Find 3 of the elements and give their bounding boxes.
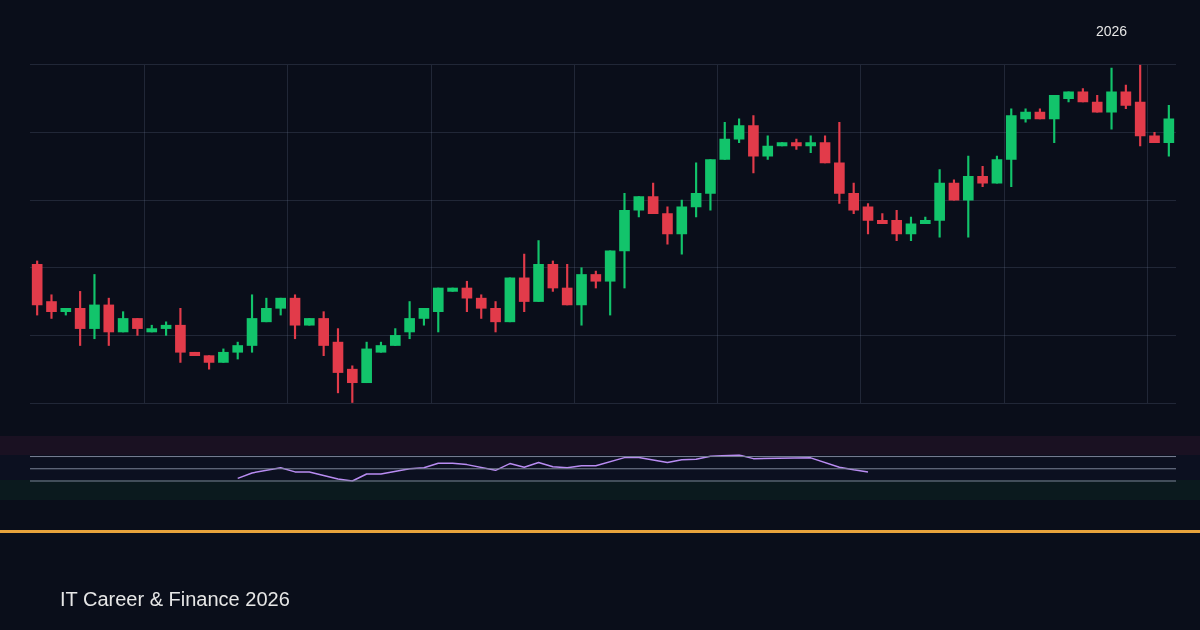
text: IT Career & Finance 2026 (60, 588, 290, 611)
x-tick-label: 2026 (1095, 23, 1128, 40)
candlestick (1106, 67, 1117, 130)
